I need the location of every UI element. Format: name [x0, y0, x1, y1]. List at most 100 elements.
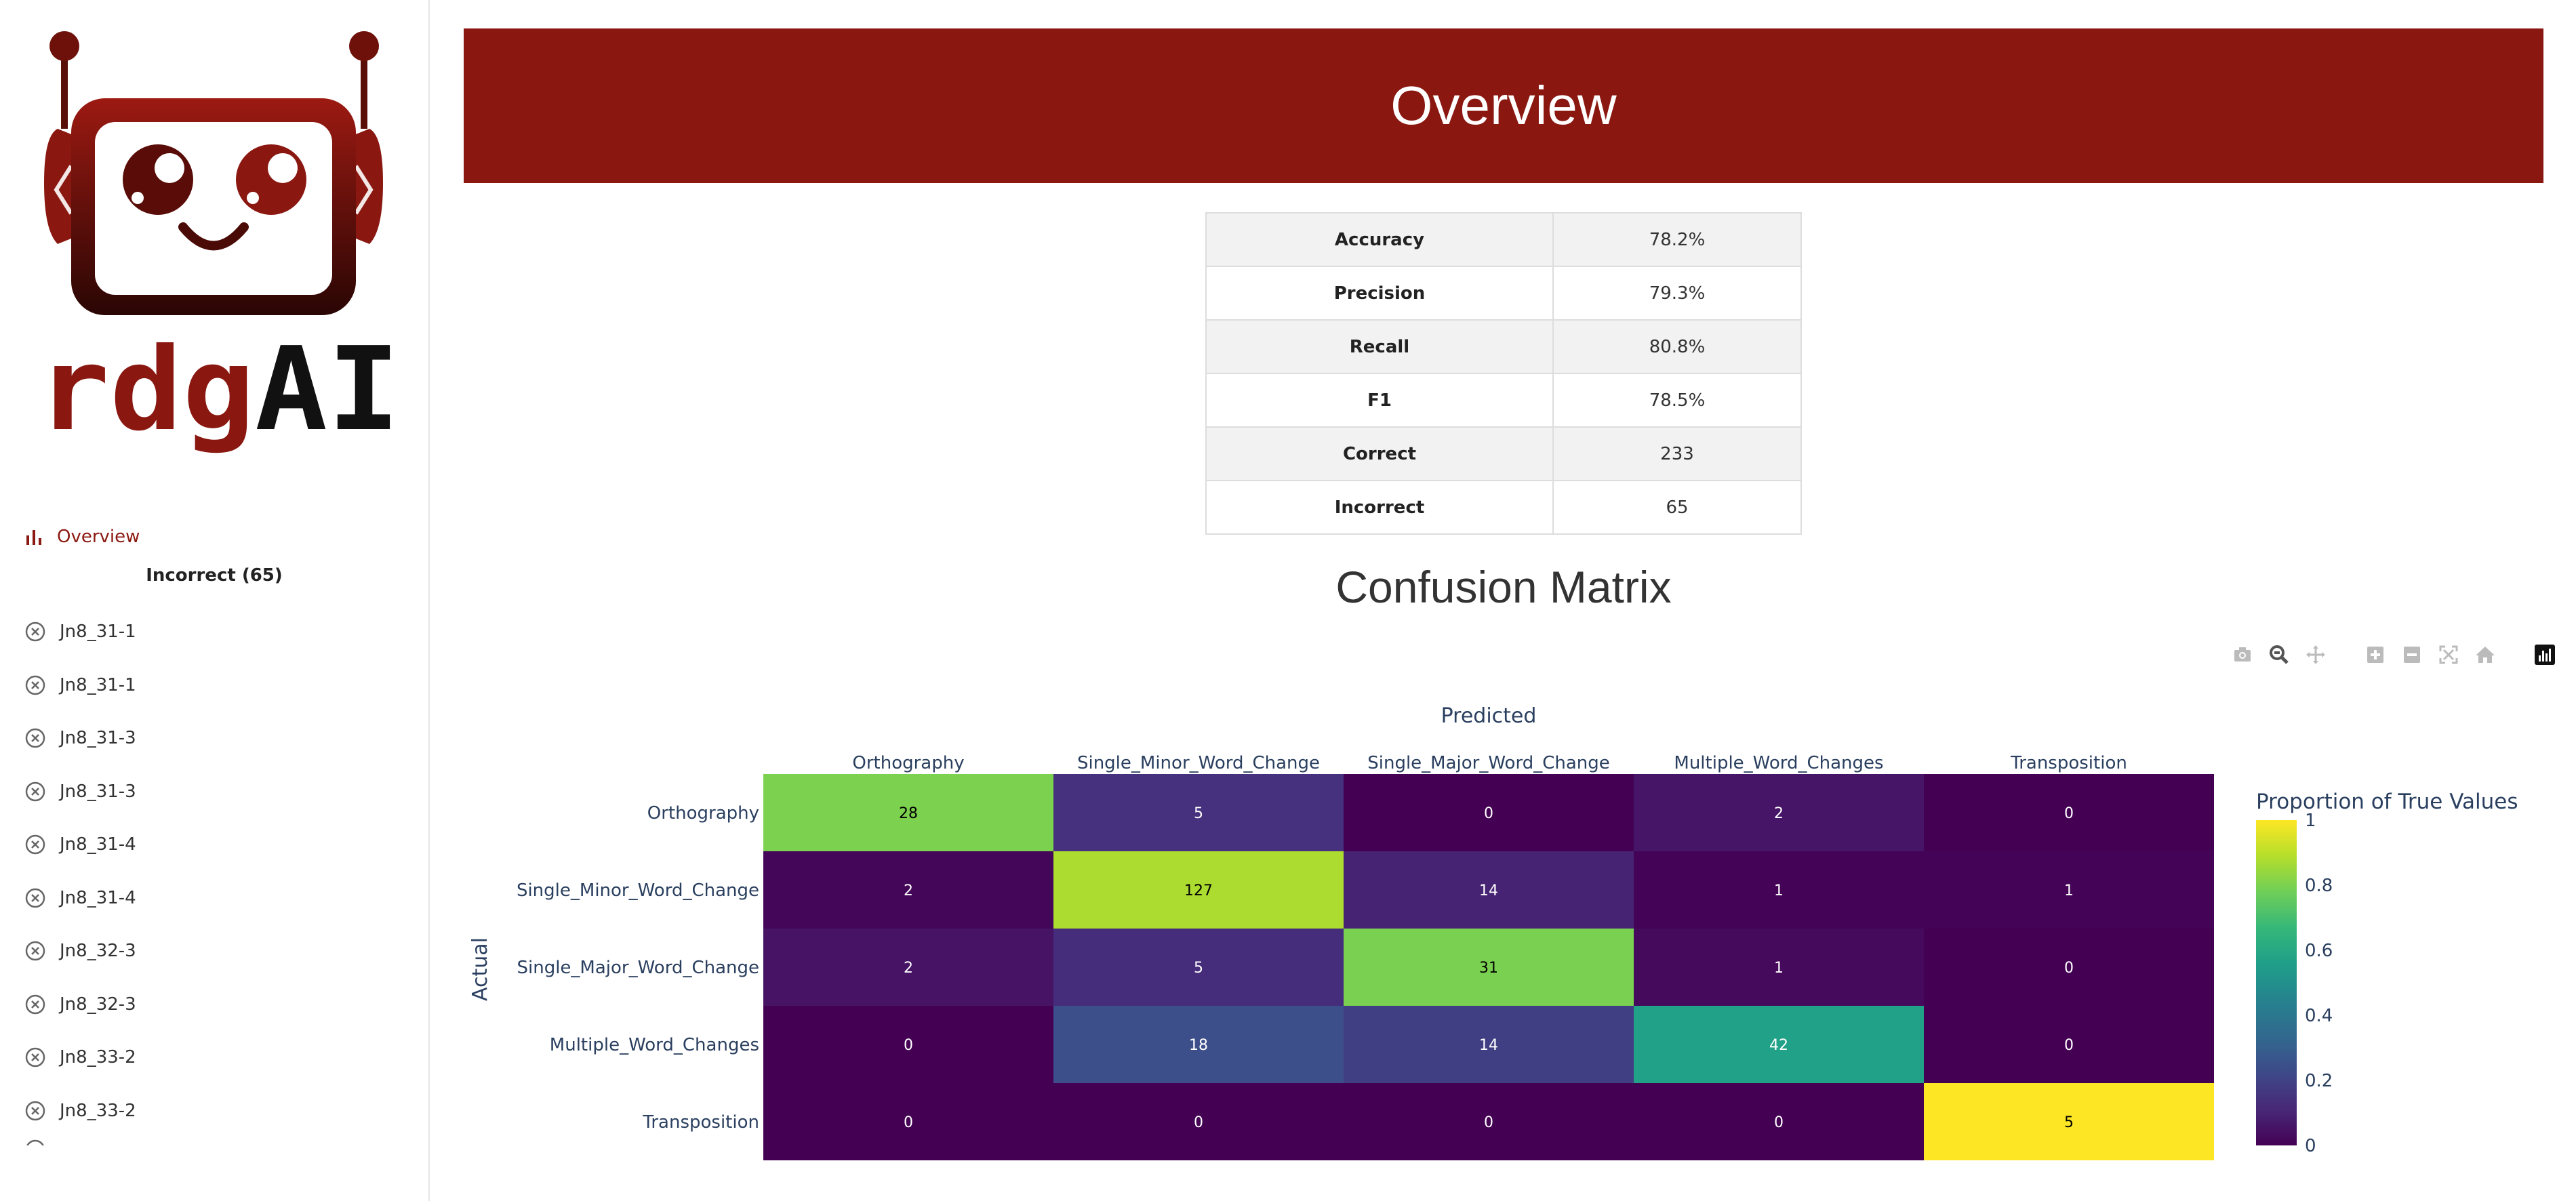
close-circle-icon	[25, 622, 45, 642]
metric-key: Recall	[1205, 319, 1554, 374]
wordmark-rdg: rdg	[37, 342, 255, 457]
metrics-row: Correct 233	[1205, 426, 1802, 481]
close-circle-icon	[25, 781, 45, 801]
nav-overview-label: Overview	[57, 527, 140, 547]
metric-key: Incorrect	[1205, 480, 1554, 535]
camera-icon	[2234, 647, 2251, 661]
heatmap-cell	[763, 929, 1053, 1006]
sidebar: rdgAI Overview Incorrect (65) Jn8_31-1 J…	[0, 0, 430, 1201]
heatmap-cell	[1344, 1083, 1634, 1160]
incorrect-item[interactable]: Jn8_31-4	[24, 872, 136, 925]
cell-value-label: 1	[1774, 960, 1784, 977]
incorrect-item-label: Jn8_31-1	[60, 622, 136, 643]
y-tick-labels: Orthography Single_Minor_Word_Change Singl…	[517, 803, 759, 1133]
zoom-icon	[2270, 645, 2289, 664]
cell-value-label: 1	[1774, 882, 1784, 899]
x-tick-label: Orthography	[852, 753, 964, 773]
robot-logo-icon	[44, 31, 383, 315]
metric-value: 78.2%	[1552, 212, 1802, 267]
reset-axes-button[interactable]	[2473, 643, 2497, 667]
incorrect-item[interactable]: Jn8_31-1	[24, 605, 136, 659]
metrics-table: Accuracy 78.2% Precision 79.3% Recall 80…	[1205, 212, 1802, 535]
metrics-row: Precision 79.3%	[1205, 266, 1802, 321]
y-tick-label: Single_Minor_Word_Change	[517, 880, 759, 901]
incorrect-item-label: Jn8_31-1	[60, 674, 136, 695]
cell-value-label: 14	[1479, 882, 1498, 899]
zoom-in-button[interactable]	[2363, 643, 2388, 667]
metrics-row: Recall 80.8%	[1205, 319, 1802, 374]
cell-value-label: 1	[2064, 882, 2074, 899]
heatmap-cell	[1634, 774, 1924, 851]
heatmap-cell	[1924, 774, 2214, 851]
incorrect-item[interactable]: Jn8_32-3	[24, 978, 136, 1032]
heatmap-cell	[1924, 1083, 2214, 1160]
incorrect-item[interactable]: Jn8_31-4	[24, 818, 136, 872]
cell-value-label: 0	[1774, 1114, 1784, 1131]
incorrect-item[interactable]: Jn8_31-3	[24, 765, 136, 819]
heatmap-cell	[1344, 851, 1634, 929]
incorrect-item[interactable]: Jn8_32-3	[24, 924, 136, 978]
autoscale-button[interactable]	[2436, 643, 2461, 667]
confusion-matrix-title: Confusion Matrix	[1335, 562, 1672, 612]
heatmap-cell	[1634, 929, 1924, 1006]
incorrect-item[interactable]: Jn8_33-2	[24, 1031, 136, 1084]
plotly-logo-button[interactable]	[2533, 643, 2557, 667]
incorrect-heading: Incorrect (65)	[146, 565, 283, 586]
nav-overview[interactable]: Overview	[24, 523, 140, 550]
cell-value-label: 0	[904, 1114, 913, 1131]
heatmap-cell	[1344, 774, 1634, 851]
cell-value-label: 0	[1194, 1114, 1203, 1131]
close-circle-icon	[25, 675, 45, 695]
metric-value: 78.5%	[1552, 373, 1802, 428]
incorrect-item[interactable]: Jn8_31-1	[24, 659, 136, 712]
heatmap-cell	[1924, 929, 2214, 1006]
incorrect-item[interactable]: Jn8_33-2	[24, 1084, 136, 1138]
incorrect-item-label: Jn8_31-4	[60, 887, 136, 908]
zoom-out-button[interactable]	[2400, 643, 2424, 667]
cell-value-label: 0	[1484, 805, 1493, 822]
cell-value-label: 2	[904, 882, 913, 899]
colorbar-tick-label: 1	[2305, 811, 2316, 831]
heatmap-cells	[763, 774, 2214, 1160]
cell-value-label: 2	[1774, 805, 1784, 822]
cell-value-label: 5	[1194, 805, 1203, 822]
plot-modebar	[2230, 640, 2557, 670]
cell-value-label: 5	[1194, 960, 1203, 977]
y-tick-label: Orthography	[647, 803, 759, 823]
heatmap-cell	[1924, 1006, 2214, 1083]
heatmap-cell	[1344, 929, 1634, 1006]
cell-value-label: 127	[1184, 882, 1213, 899]
heatmap-cell	[1053, 1083, 1344, 1160]
download-png-button[interactable]	[2230, 643, 2255, 667]
cell-value-label: 0	[904, 1037, 913, 1054]
close-circle-icon	[25, 1048, 45, 1067]
metrics-row: F1 78.5%	[1205, 373, 1802, 428]
x-tick-label: Single_Major_Word_Change	[1367, 753, 1610, 773]
pan-button[interactable]	[2303, 643, 2328, 667]
zoom-button[interactable]	[2267, 643, 2291, 667]
x-tick-label: Single_Minor_Word_Change	[1077, 753, 1320, 773]
incorrect-item-label: Jn8_31-4	[60, 834, 136, 855]
incorrect-item-label: Jn8_31-3	[60, 728, 136, 749]
page-title: Overview	[1390, 75, 1617, 136]
metric-value: 80.8%	[1552, 319, 1802, 374]
colorbar-tick-label: 0.8	[2305, 876, 2333, 896]
metric-value: 65	[1552, 480, 1802, 535]
bar-chart-icon	[26, 530, 41, 545]
heatmap-cell	[1924, 851, 2214, 929]
heatmap-cell	[1053, 1006, 1344, 1083]
incorrect-list: Jn8_31-1 Jn8_31-1 Jn8_31-3 Jn8_31-3 Jn8_…	[24, 605, 136, 1137]
y-tick-label: Multiple_Word_Changes	[550, 1035, 759, 1055]
incorrect-item[interactable]: Jn8_31-3	[24, 712, 136, 765]
x-tick-labels: Orthography Single_Minor_Word_Change Singl…	[852, 753, 2127, 773]
plotly-logo-icon	[2535, 645, 2555, 665]
incorrect-item-label: Jn8_32-3	[60, 941, 136, 962]
metrics-row: Incorrect 65	[1205, 480, 1802, 535]
metric-key: Accuracy	[1205, 212, 1554, 267]
close-circle-icon	[25, 835, 45, 855]
y-tick-label: Single_Major_Word_Change	[517, 958, 760, 978]
home-icon	[2476, 647, 2495, 663]
colorbar-title: Proportion of True Values	[2256, 790, 2518, 814]
heatmap-cell	[763, 1083, 1053, 1160]
close-circle-icon	[25, 941, 45, 961]
